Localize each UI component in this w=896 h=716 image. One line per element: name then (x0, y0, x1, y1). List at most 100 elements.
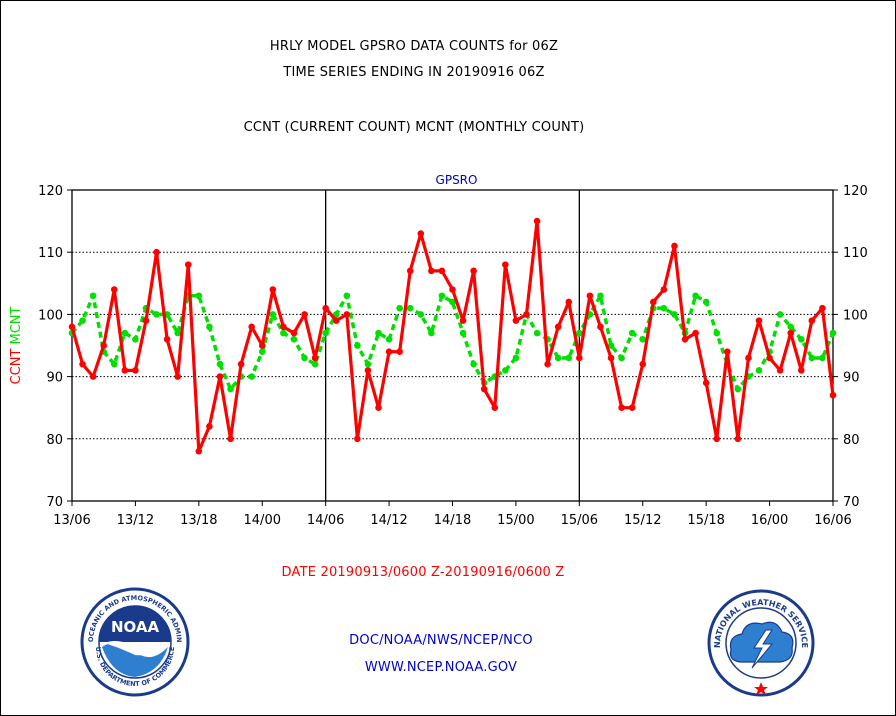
data-point-ccnt (417, 230, 425, 237)
y-tick-label-left: 90 (46, 371, 63, 386)
data-point-ccnt (755, 317, 763, 324)
data-point-mcnt (438, 292, 446, 300)
data-point-mcnt (702, 298, 710, 306)
y-axis-label-mcnt: MCNT (9, 306, 24, 348)
data-point-mcnt (153, 311, 160, 318)
data-point-ccnt (110, 286, 118, 293)
data-point-mcnt (618, 354, 625, 362)
data-point-ccnt (79, 360, 86, 368)
data-point-mcnt (227, 385, 234, 393)
data-point-mcnt (216, 360, 224, 368)
y-tick-label-right: 100 (843, 308, 868, 323)
data-point-ccnt (533, 217, 541, 225)
data-point-mcnt (174, 329, 181, 337)
series-line-ccnt (70, 219, 835, 453)
data-point-ccnt (660, 286, 668, 293)
x-tick-label: 16/00 (751, 513, 788, 528)
data-point-ccnt (628, 404, 636, 412)
data-point-mcnt (417, 311, 425, 318)
data-point-ccnt (819, 304, 826, 312)
data-point-ccnt (671, 242, 678, 250)
data-point-ccnt (586, 292, 594, 300)
y-tick-label-left: 100 (38, 308, 63, 323)
data-point-mcnt (671, 311, 678, 318)
data-point-ccnt (480, 385, 488, 393)
data-point-ccnt (745, 354, 752, 362)
data-point-mcnt (628, 329, 636, 337)
data-point-ccnt (322, 304, 329, 312)
data-point-ccnt (301, 311, 308, 318)
data-point-ccnt (385, 348, 393, 356)
data-point-ccnt (702, 379, 710, 387)
data-point-mcnt (290, 335, 298, 343)
data-point-ccnt (438, 267, 446, 275)
data-point-ccnt (280, 323, 287, 331)
data-point-mcnt (512, 354, 520, 362)
data-point-ccnt (89, 373, 97, 380)
x-tick-label: 14/06 (307, 513, 344, 528)
data-point-ccnt (132, 367, 139, 374)
data-point-ccnt (512, 317, 520, 324)
data-point-ccnt (428, 267, 435, 275)
data-point-ccnt (311, 354, 319, 362)
data-point-mcnt (280, 329, 287, 337)
data-point-ccnt (354, 435, 361, 443)
data-point-ccnt (100, 342, 108, 349)
chart-panel-title: GPSRO (436, 173, 478, 187)
x-tick-label: 15/18 (687, 513, 724, 528)
noaa-logo: NOAA NATIONAL OCEANIC AND ATMOSPHERIC AD… (80, 587, 190, 697)
data-point-ccnt (692, 329, 699, 337)
data-point-mcnt (819, 354, 826, 362)
data-point-mcnt (311, 360, 319, 368)
data-point-ccnt (776, 367, 784, 374)
data-point-mcnt (565, 354, 573, 362)
data-point-ccnt (576, 354, 583, 362)
data-point-ccnt (227, 435, 234, 443)
data-point-ccnt (618, 404, 625, 412)
y-tick-label-right: 120 (843, 184, 868, 199)
data-point-mcnt (195, 292, 203, 300)
data-point-mcnt (385, 335, 393, 343)
y-tick-label-left: 110 (38, 246, 63, 261)
data-point-ccnt (470, 267, 477, 275)
data-point-ccnt (829, 391, 837, 399)
data-point-mcnt (533, 329, 541, 337)
data-point-ccnt (544, 360, 551, 368)
data-point-mcnt (89, 292, 97, 300)
x-tick-label: 13/06 (53, 513, 90, 528)
data-point-ccnt (491, 404, 499, 412)
date-range-label: DATE 20190913/0600 Z-20190916/0600 Z (281, 565, 565, 580)
chart-title-line2: TIME SERIES ENDING IN 20190916 06Z (283, 65, 545, 80)
data-point-ccnt (650, 298, 657, 306)
y-tick-label-right: 90 (843, 371, 860, 386)
y-tick-label-left: 70 (46, 495, 63, 510)
data-point-mcnt (776, 311, 784, 318)
data-point-ccnt (153, 248, 160, 256)
data-point-ccnt (396, 348, 403, 356)
data-point-mcnt (808, 354, 816, 362)
x-tick-label: 15/00 (497, 513, 534, 528)
data-point-ccnt (565, 298, 573, 306)
data-point-ccnt (174, 373, 181, 380)
data-point-mcnt (554, 354, 562, 362)
data-point-ccnt (142, 317, 150, 324)
x-tick-label: 13/18 (180, 513, 217, 528)
data-point-ccnt (184, 261, 192, 268)
data-point-mcnt (459, 329, 467, 337)
data-point-mcnt (248, 373, 255, 380)
data-point-mcnt (660, 304, 668, 312)
data-point-ccnt (68, 323, 76, 331)
data-point-mcnt (110, 360, 118, 368)
chart-subtitle: CCNT (CURRENT COUNT) MCNT (MONTHLY COUNT… (243, 120, 585, 135)
data-point-mcnt (79, 317, 86, 324)
data-point-ccnt (607, 354, 615, 362)
noaa-logo-text: NOAA (111, 618, 160, 636)
data-point-ccnt (248, 323, 255, 331)
data-point-ccnt (639, 360, 647, 368)
data-point-mcnt (258, 348, 266, 356)
data-point-ccnt (724, 348, 731, 356)
data-point-mcnt (428, 329, 435, 337)
series-line-mcnt (70, 293, 835, 391)
data-point-ccnt (523, 311, 530, 318)
x-tick-label: 14/12 (370, 513, 407, 528)
